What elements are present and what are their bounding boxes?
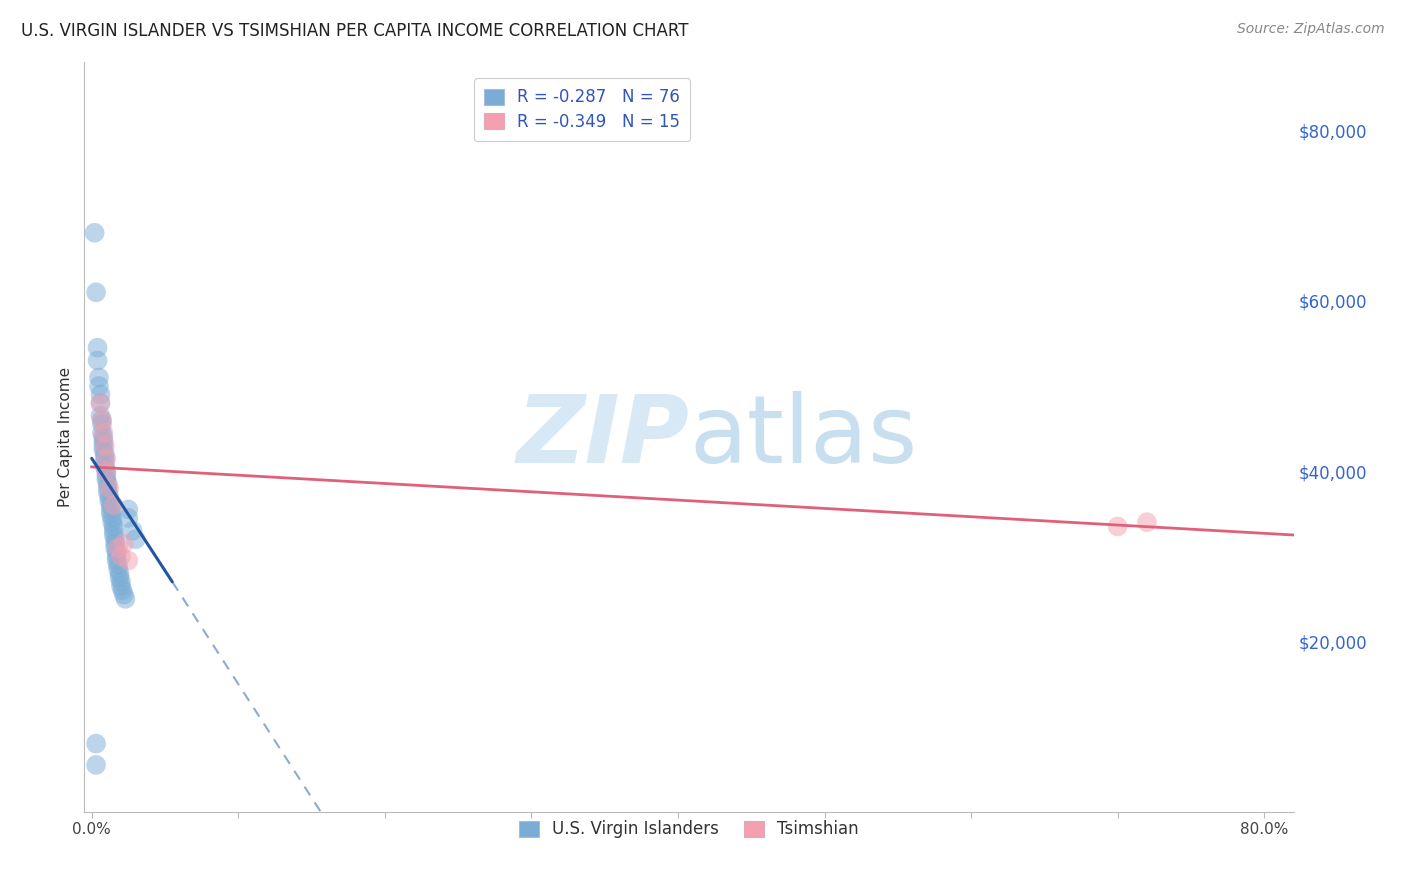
Point bbox=[84, 758, 107, 772]
Point bbox=[93, 430, 115, 444]
Point bbox=[97, 476, 120, 491]
Point bbox=[107, 562, 129, 576]
Point bbox=[91, 413, 114, 427]
Point bbox=[84, 737, 107, 751]
Point bbox=[98, 494, 121, 508]
Point bbox=[112, 536, 135, 550]
Point bbox=[117, 511, 139, 525]
Point bbox=[96, 464, 118, 478]
Point bbox=[94, 439, 117, 453]
Point bbox=[89, 409, 111, 423]
Point bbox=[100, 498, 122, 512]
Point bbox=[124, 533, 146, 547]
Point bbox=[97, 481, 120, 495]
Point bbox=[100, 507, 122, 521]
Point bbox=[114, 591, 136, 606]
Point bbox=[87, 379, 110, 393]
Point bbox=[117, 502, 139, 516]
Point bbox=[107, 558, 129, 572]
Text: U.S. VIRGIN ISLANDER VS TSIMSHIAN PER CAPITA INCOME CORRELATION CHART: U.S. VIRGIN ISLANDER VS TSIMSHIAN PER CA… bbox=[21, 22, 689, 40]
Point bbox=[93, 439, 115, 453]
Point bbox=[91, 425, 114, 440]
Point bbox=[108, 566, 131, 581]
Point bbox=[111, 583, 134, 598]
Point bbox=[94, 459, 117, 474]
Point bbox=[110, 579, 132, 593]
Y-axis label: Per Capita Income: Per Capita Income bbox=[58, 367, 73, 508]
Point bbox=[105, 549, 128, 564]
Point bbox=[108, 571, 131, 585]
Point bbox=[96, 468, 118, 483]
Point bbox=[98, 490, 121, 504]
Point bbox=[105, 545, 128, 559]
Point bbox=[107, 541, 129, 555]
Legend: U.S. Virgin Islanders, Tsimshian: U.S. Virgin Islanders, Tsimshian bbox=[509, 810, 869, 848]
Point bbox=[96, 464, 118, 478]
Point bbox=[112, 588, 135, 602]
Point bbox=[1107, 519, 1129, 533]
Point bbox=[89, 396, 111, 410]
Point bbox=[93, 434, 115, 449]
Point bbox=[121, 524, 143, 538]
Point bbox=[84, 285, 107, 300]
Point bbox=[101, 511, 124, 525]
Point bbox=[117, 553, 139, 567]
Point bbox=[98, 481, 121, 495]
Point bbox=[104, 541, 127, 555]
Point bbox=[89, 387, 111, 401]
Point bbox=[105, 553, 128, 567]
Text: Source: ZipAtlas.com: Source: ZipAtlas.com bbox=[1237, 22, 1385, 37]
Point bbox=[104, 536, 127, 550]
Point bbox=[101, 515, 124, 529]
Point bbox=[87, 370, 110, 384]
Point bbox=[110, 549, 132, 564]
Point bbox=[100, 502, 122, 516]
Point bbox=[103, 519, 125, 533]
Point bbox=[94, 447, 117, 461]
Point bbox=[94, 456, 117, 470]
Point bbox=[86, 341, 108, 355]
Point bbox=[1136, 515, 1159, 529]
Point bbox=[83, 226, 105, 240]
Point bbox=[93, 442, 115, 457]
Point bbox=[103, 498, 125, 512]
Point bbox=[94, 451, 117, 466]
Point bbox=[97, 485, 120, 500]
Point bbox=[91, 417, 114, 432]
Text: ZIP: ZIP bbox=[516, 391, 689, 483]
Point bbox=[86, 353, 108, 368]
Point bbox=[96, 451, 118, 466]
Point bbox=[103, 528, 125, 542]
Point bbox=[89, 396, 111, 410]
Point bbox=[91, 413, 114, 427]
Text: atlas: atlas bbox=[689, 391, 917, 483]
Point bbox=[103, 524, 125, 538]
Point bbox=[96, 473, 118, 487]
Point bbox=[104, 533, 127, 547]
Point bbox=[110, 574, 132, 589]
Point bbox=[93, 425, 115, 440]
